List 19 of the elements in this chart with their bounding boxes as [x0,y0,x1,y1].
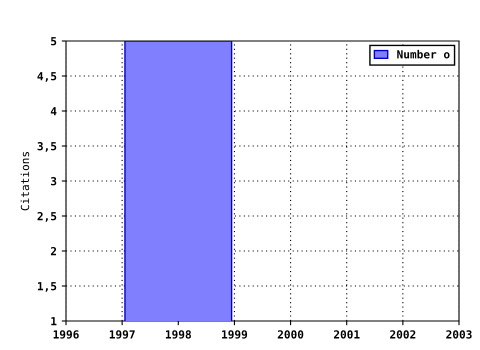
y-tick-label: 2,5 [38,212,56,222]
x-tick-label: 1997 [110,330,135,339]
y-axis-title: Citations [20,152,30,210]
x-tick-label: 2003 [446,330,472,339]
y-tick-label: 2 [50,246,56,256]
x-tick-label: 2000 [278,330,304,339]
x-tick-label: 1996 [54,330,79,339]
y-tick-label: 3,5 [38,142,56,152]
legend-label: Number o [397,50,450,58]
y-tick-label: 1 [51,317,56,326]
x-tick-label: 1998 [166,330,191,339]
y-tick-label: 5 [51,37,56,46]
y-tick-label: 4 [50,107,56,116]
y-tick-label: 1,5 [38,282,56,292]
y-tick-label: 4,5 [37,72,56,82]
y-tick-label: 3 [50,176,56,186]
x-tick-label: 2001 [334,330,360,339]
x-tick-label: 2002 [390,330,416,339]
x-tick-label: 1999 [222,330,248,339]
